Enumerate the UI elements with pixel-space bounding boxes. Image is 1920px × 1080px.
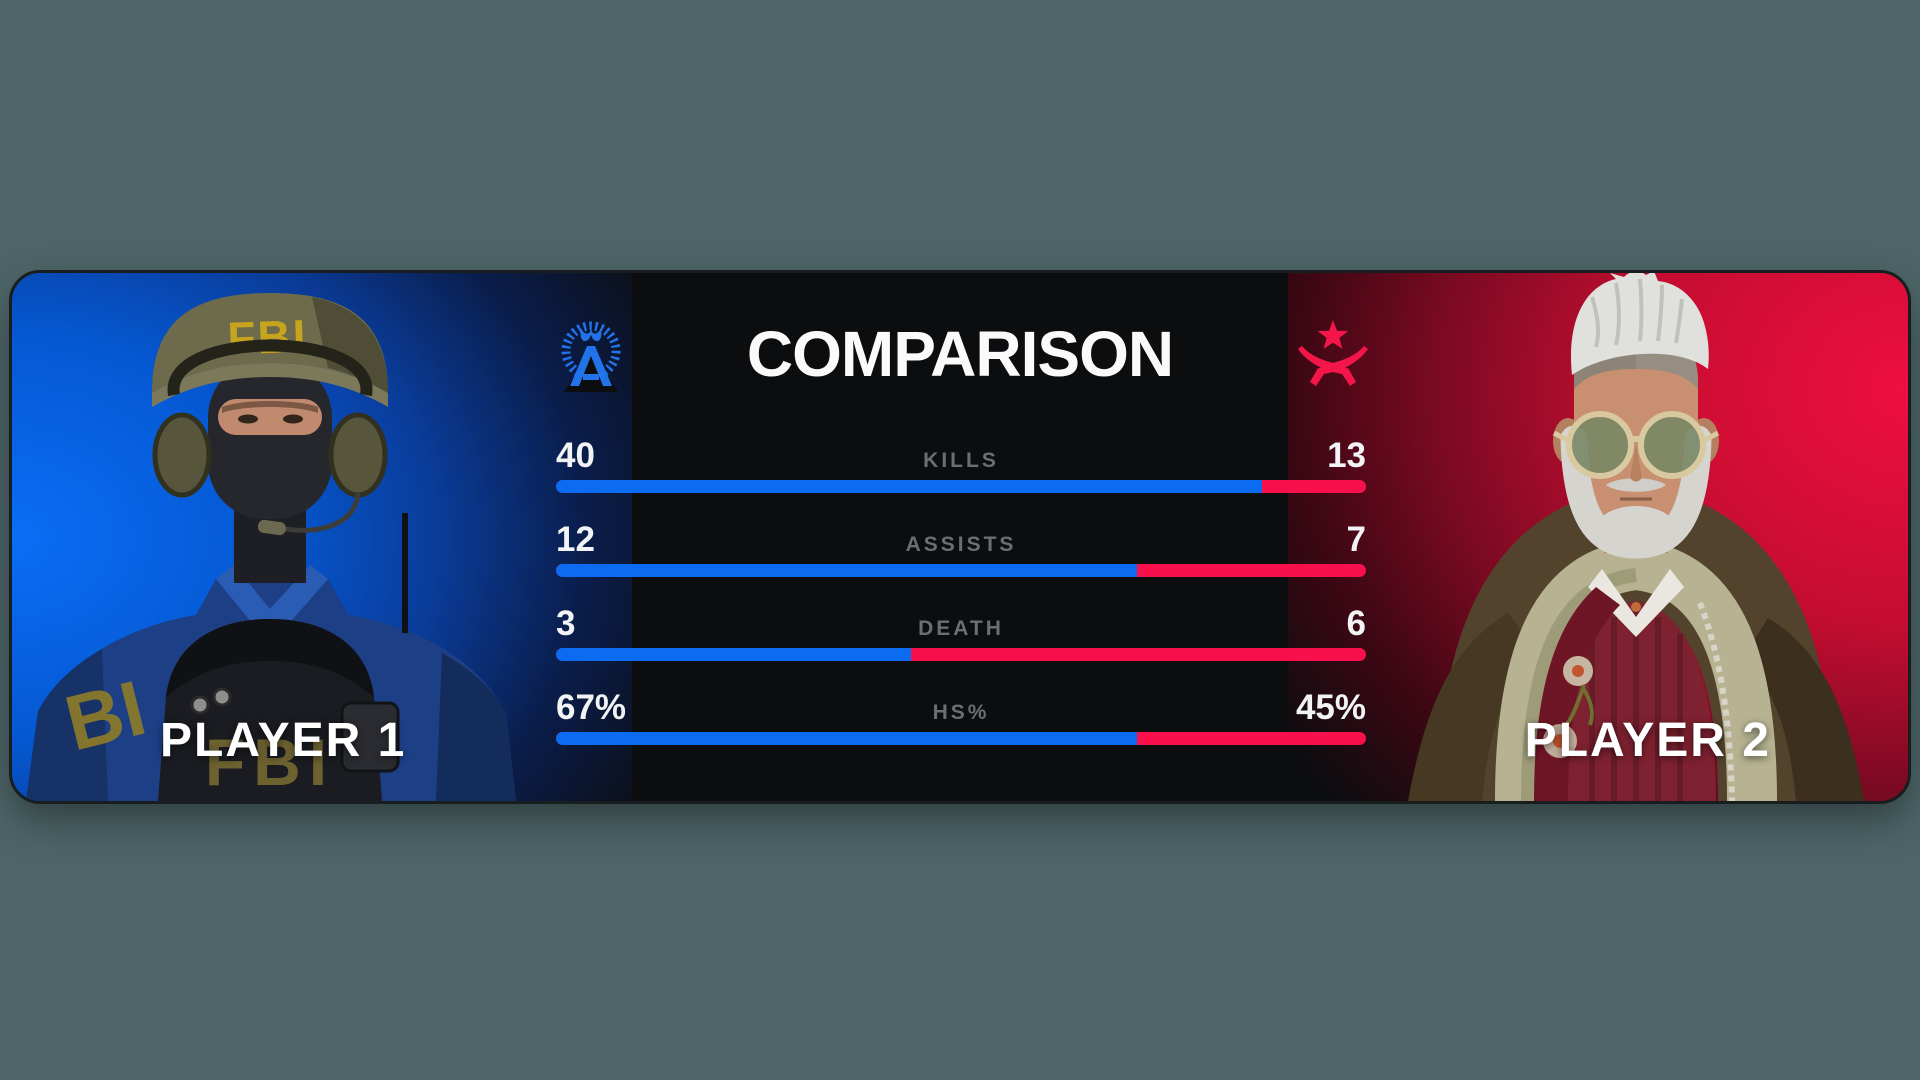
sunglasses-right-lens — [1638, 411, 1706, 479]
ct-badge-icon — [561, 321, 621, 392]
cap-fbi-text: FBI — [227, 310, 309, 365]
face — [1574, 325, 1698, 537]
player1-hs-value: 67% — [556, 688, 627, 727]
shirt-collar — [1588, 569, 1684, 637]
vest-fbi-text: FBI — [205, 725, 335, 799]
stats-panel: 40 KILLS 13 12 ASSISTS 7 3 DEATH 6 — [556, 437, 1366, 773]
stat-row-kills: 40 KILLS 13 — [556, 437, 1366, 521]
stat-row-death: 3 DEATH 6 — [556, 605, 1366, 689]
sunglasses-left-lens — [1566, 411, 1634, 479]
hs-label: HS% — [932, 701, 990, 724]
headset-earcup-right — [328, 412, 388, 498]
right-eye — [283, 414, 303, 424]
mic-tip — [257, 519, 286, 536]
collar-button — [1631, 602, 1641, 612]
kills-bar — [556, 480, 1366, 493]
comparison-title: COMPARISON — [746, 318, 1174, 390]
assists-label: ASSISTS — [905, 533, 1017, 556]
assists-bar-fill — [556, 564, 1137, 577]
player1-kills-value: 40 — [556, 436, 595, 475]
headset-band — [167, 339, 373, 397]
stat-row-assists: 12 ASSISTS 7 — [556, 521, 1366, 605]
headset-earcup-left — [152, 412, 212, 498]
player2-portrait — [1408, 273, 1864, 801]
radio-device — [340, 701, 400, 773]
player2-assists-value: 7 — [1346, 520, 1367, 559]
mic-boom — [275, 492, 361, 533]
nose — [1630, 445, 1642, 482]
player1-assists-value: 12 — [556, 520, 595, 559]
player2-kills-value: 13 — [1327, 436, 1367, 475]
comparison-card: BI FBI FBI — [9, 270, 1911, 804]
t-badge-icon — [1298, 320, 1368, 386]
panel-header: COMPARISON — [556, 315, 1372, 393]
player1-portrait: BI FBI FBI — [26, 293, 516, 801]
player2-death-value: 6 — [1346, 604, 1366, 643]
hs-bar — [556, 732, 1366, 745]
eye-slot — [218, 399, 322, 435]
player2-hs-value: 45% — [1295, 688, 1367, 727]
assists-bar — [556, 564, 1366, 577]
stat-row-hs: 67% HS% 45% — [556, 689, 1366, 773]
kills-label: KILLS — [923, 449, 999, 472]
hs-bar-fill — [556, 732, 1137, 745]
fur-collar — [1495, 539, 1777, 801]
zipper — [1697, 601, 1735, 801]
player1-name-label: PLAYER 1 — [160, 714, 407, 767]
player1-death-value: 3 — [556, 604, 576, 643]
death-bar-fill — [556, 648, 911, 661]
left-eye — [238, 414, 258, 424]
player2-name-label: PLAYER 2 — [1524, 714, 1771, 767]
mustache — [1606, 478, 1666, 492]
balaclava — [208, 361, 332, 519]
death-bar — [556, 648, 1366, 661]
antenna — [402, 513, 408, 633]
death-label: DEATH — [918, 617, 1004, 640]
red-sweater — [1556, 601, 1716, 801]
kills-bar-fill — [556, 480, 1263, 493]
